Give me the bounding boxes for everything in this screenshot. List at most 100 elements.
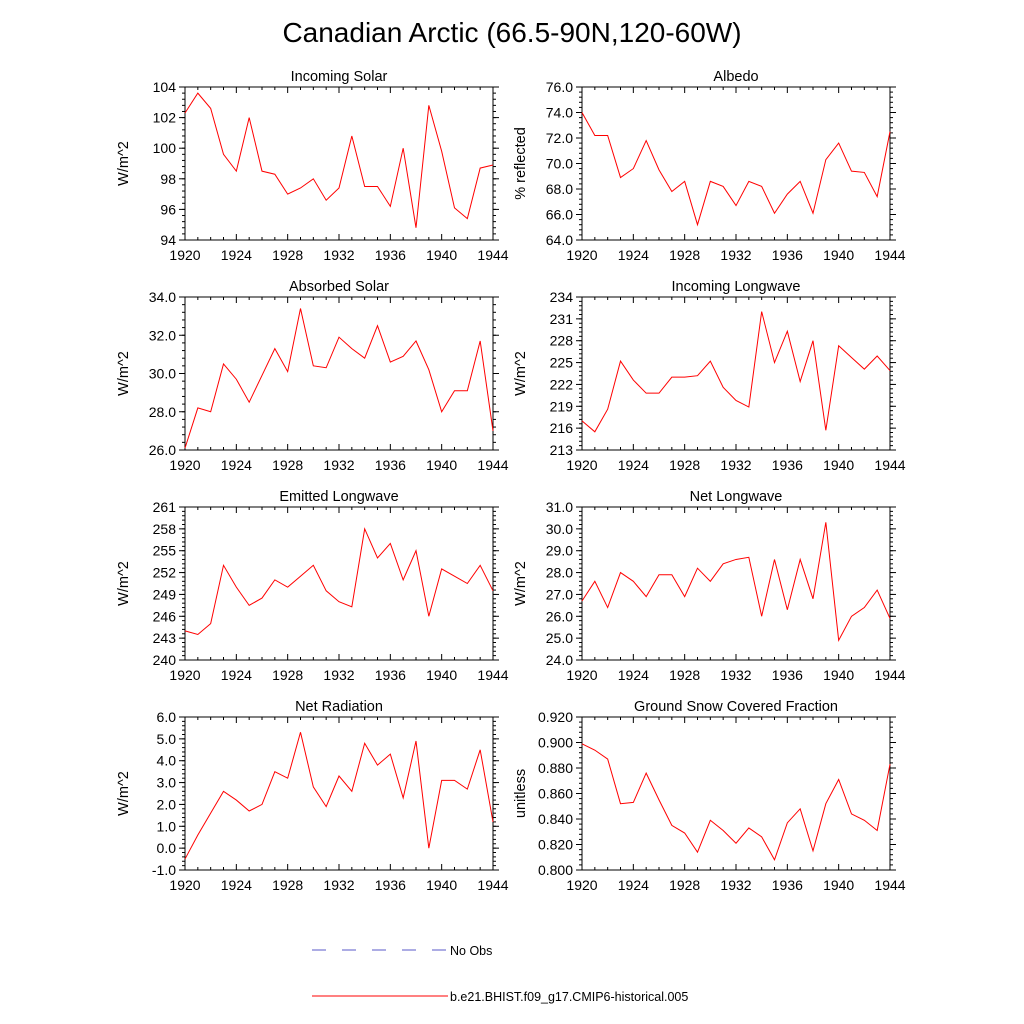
y-tick-label: 26.0 <box>546 608 573 624</box>
legend: No Obs b.e21.BHIST.f09_g17.CMIP6-histori… <box>312 944 688 1004</box>
y-tick-label: 240 <box>153 652 177 668</box>
x-tick-label: 1928 <box>669 667 700 683</box>
panel-title: Albedo <box>713 69 758 85</box>
x-tick-label: 1928 <box>272 667 303 683</box>
y-tick-label: 216 <box>550 420 574 436</box>
y-axis-label: W/m^2 <box>116 561 132 606</box>
y-axis-label: W/m^2 <box>116 141 132 186</box>
series-line <box>184 308 494 449</box>
y-tick-label: 30.0 <box>546 521 573 537</box>
y-tick-label: 34.0 <box>149 289 176 305</box>
x-tick-label: 1920 <box>169 667 200 683</box>
x-tick-label: 1928 <box>272 877 303 893</box>
x-tick-label: 1920 <box>169 247 200 263</box>
y-tick-label: 225 <box>550 355 574 371</box>
y-tick-label: 29.0 <box>546 543 573 559</box>
x-tick-label: 1944 <box>874 457 905 473</box>
x-tick-label: 1944 <box>477 877 508 893</box>
y-tick-label: 24.0 <box>546 652 573 668</box>
y-tick-label: 102 <box>153 110 177 126</box>
y-tick-label: 98 <box>160 171 176 187</box>
figure-title: Canadian Arctic (66.5-90N,120-60W) <box>282 17 741 48</box>
x-tick-label: 1944 <box>477 667 508 683</box>
x-tick-label: 1932 <box>720 877 751 893</box>
panel-grid: Incoming Solar W/m^2 1920 1924 1928 1932 1936 1… <box>116 69 906 893</box>
y-tick-label: 5.0 <box>157 731 177 747</box>
y-tick-label: 234 <box>550 289 574 305</box>
x-tick-label: 1920 <box>566 667 597 683</box>
series-line <box>581 522 891 642</box>
x-tick-label: 1940 <box>823 667 854 683</box>
panel-5: Emitted Longwave W/m^2 1920 1924 1928 1932 193… <box>116 489 509 683</box>
x-tick-label: 1936 <box>772 667 803 683</box>
plot-frame <box>184 716 494 871</box>
x-tick-label: 1936 <box>772 247 803 263</box>
y-tick-label: 255 <box>153 543 177 559</box>
y-axis-label: unitless <box>513 769 529 818</box>
panel-8: Ground Snow Covered Fraction unitless 1920… <box>513 699 906 893</box>
x-tick-label: 1932 <box>720 457 751 473</box>
x-tick-label: 1924 <box>618 877 649 893</box>
x-tick-label: 1936 <box>772 877 803 893</box>
x-tick-label: 1924 <box>618 667 649 683</box>
y-tick-label: 258 <box>153 521 177 537</box>
x-tick-label: 1932 <box>720 247 751 263</box>
plot-frame <box>581 86 891 241</box>
panel-6: Net Longwave W/m^2 1920 1924 1928 1932 1936 194… <box>513 489 906 683</box>
x-tick-label: 1940 <box>426 877 457 893</box>
y-tick-label: 2.0 <box>157 796 177 812</box>
panel-title: Emitted Longwave <box>279 489 398 505</box>
plot-frame <box>581 296 891 451</box>
series-line <box>184 92 494 228</box>
y-tick-label: 252 <box>153 565 177 581</box>
series-line <box>581 311 891 433</box>
y-tick-label: 74.0 <box>546 105 573 121</box>
x-tick-label: 1944 <box>874 667 905 683</box>
x-tick-label: 1940 <box>823 247 854 263</box>
y-tick-label: 0.900 <box>538 735 573 751</box>
y-tick-label: 28.0 <box>546 565 573 581</box>
y-tick-label: 243 <box>153 630 177 646</box>
plot-frame <box>184 86 494 241</box>
x-tick-label: 1932 <box>720 667 751 683</box>
x-tick-label: 1928 <box>272 457 303 473</box>
series-line <box>581 743 891 862</box>
x-tick-label: 1936 <box>375 667 406 683</box>
series-line <box>184 527 494 636</box>
y-tick-label: 222 <box>550 376 574 392</box>
x-tick-label: 1924 <box>221 877 252 893</box>
y-axis-label: W/m^2 <box>513 351 529 396</box>
x-tick-label: 1924 <box>618 247 649 263</box>
y-tick-label: 68.0 <box>546 181 573 197</box>
x-tick-label: 1940 <box>823 457 854 473</box>
x-tick-label: 1920 <box>566 247 597 263</box>
y-tick-label: 94 <box>160 232 176 248</box>
panel-4: Incoming Longwave W/m^2 1920 1924 1928 1932 19… <box>513 279 906 473</box>
y-tick-label: 3.0 <box>157 775 177 791</box>
y-tick-label: 249 <box>153 586 177 602</box>
x-tick-label: 1944 <box>874 877 905 893</box>
y-axis-label: W/m^2 <box>116 351 132 396</box>
y-tick-label: 28.0 <box>149 404 176 420</box>
y-axis-label: W/m^2 <box>116 771 132 816</box>
panel-3: Absorbed Solar W/m^2 1920 1924 1928 1932 1936 1… <box>116 279 509 473</box>
series-line <box>184 732 494 860</box>
y-tick-label: 0.800 <box>538 862 573 878</box>
x-tick-label: 1940 <box>426 457 457 473</box>
y-tick-label: 76.0 <box>546 79 573 95</box>
y-tick-label: -1.0 <box>152 862 176 878</box>
y-tick-label: 213 <box>550 442 574 458</box>
y-axis-label: W/m^2 <box>513 561 529 606</box>
x-tick-label: 1932 <box>323 247 354 263</box>
y-tick-label: 1.0 <box>157 818 177 834</box>
y-tick-label: 72.0 <box>546 130 573 146</box>
x-tick-label: 1928 <box>669 247 700 263</box>
y-tick-label: 31.0 <box>546 499 573 515</box>
y-axis-label: % reflected <box>513 127 529 200</box>
y-tick-label: 26.0 <box>149 442 176 458</box>
x-tick-label: 1936 <box>375 877 406 893</box>
panel-7: Net Radiation W/m^2 1920 1924 1928 1932 1936 19… <box>116 699 509 893</box>
y-tick-label: 0.840 <box>538 811 573 827</box>
y-tick-label: 228 <box>550 333 574 349</box>
x-tick-label: 1936 <box>772 457 803 473</box>
